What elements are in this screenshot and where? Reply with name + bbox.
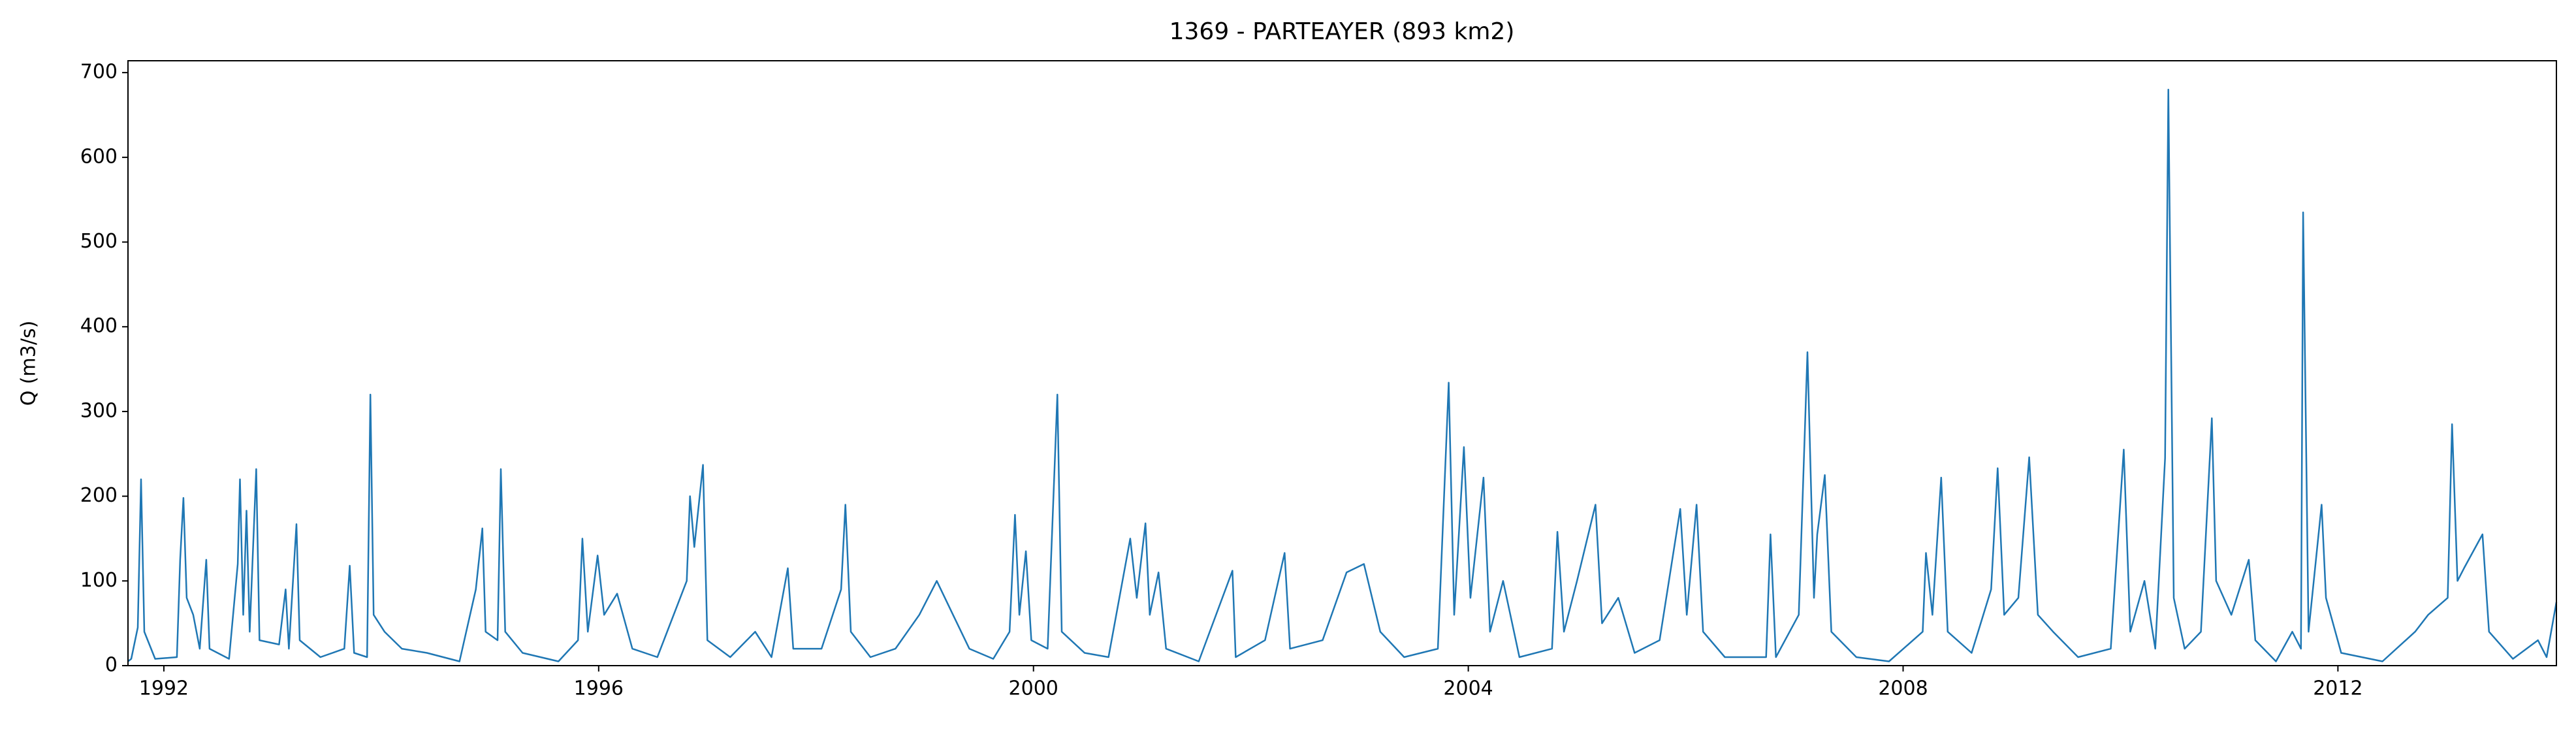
y-tick-label: 700 [80, 61, 118, 84]
chart-title: 1369 - PARTEAYER (893 km2) [1169, 18, 1515, 45]
x-tick-label: 2004 [1443, 677, 1493, 700]
y-tick-label: 500 [80, 230, 118, 253]
y-tick-label: 0 [105, 654, 118, 677]
y-tick-label: 600 [80, 145, 118, 168]
y-tick-label: 300 [80, 399, 118, 422]
x-tick-label: 2000 [1009, 677, 1058, 700]
plot-frame [127, 60, 2557, 666]
y-axis-label: Q (m3/s) [18, 321, 40, 406]
y-tick-label: 400 [80, 315, 118, 338]
x-tick-label: 1996 [574, 677, 624, 700]
y-tick-label: 200 [80, 484, 118, 507]
x-tick-label: 1992 [139, 677, 189, 700]
x-tick-label: 2012 [2313, 677, 2362, 700]
y-tick-label: 100 [80, 569, 118, 592]
data-line [127, 88, 2558, 662]
x-tick-label: 2008 [1878, 677, 1928, 700]
